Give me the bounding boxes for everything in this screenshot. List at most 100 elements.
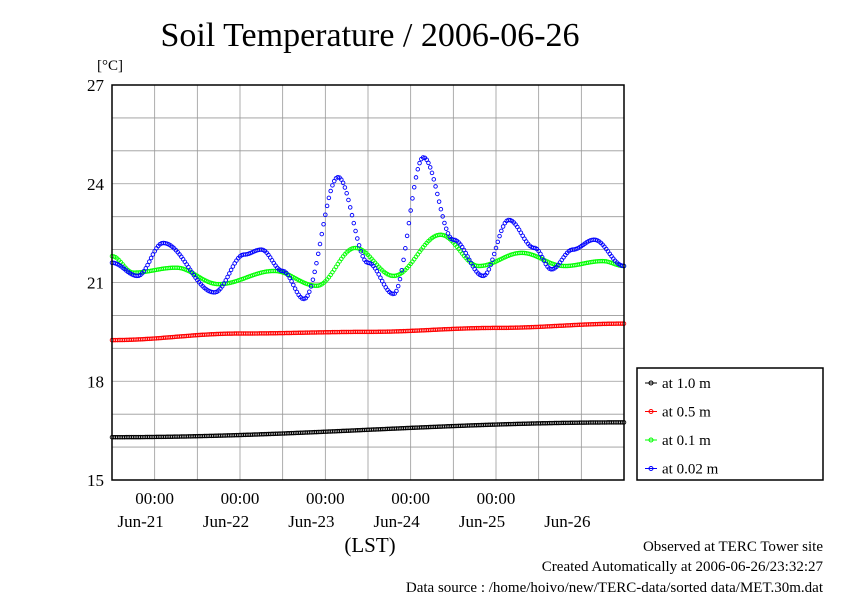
data-point (497, 233, 502, 239)
data-point (420, 155, 426, 160)
data-point (145, 262, 150, 268)
data-point (227, 271, 232, 276)
data-point (305, 293, 310, 298)
legend-items: at 1.0 m at 0.5 m at 0.1 m at 0.02 m (645, 376, 719, 478)
data-point (323, 212, 328, 218)
data-point (433, 184, 438, 189)
data-point (355, 236, 360, 241)
data-point (417, 160, 422, 166)
data-point (541, 258, 547, 263)
data-point (324, 203, 330, 209)
x-date-label: Jun-22 (203, 512, 249, 531)
data-point (394, 288, 399, 294)
legend-label: at 0.5 m (662, 405, 711, 421)
data-point (467, 257, 472, 263)
data-point (379, 278, 385, 284)
data-point (356, 243, 362, 248)
data-point (411, 184, 417, 190)
data-point (340, 180, 346, 186)
legend-swatch-marker (648, 409, 654, 414)
data-point (415, 167, 421, 172)
x-time-tick-label: 00:00 (221, 489, 260, 508)
data-point (406, 220, 412, 226)
data-point (493, 245, 499, 251)
data-point (424, 157, 429, 162)
plot-frame (111, 84, 625, 481)
data-point (445, 231, 451, 236)
data-point (315, 251, 321, 257)
data-point (399, 268, 405, 273)
data-point (351, 220, 357, 226)
data-point (291, 282, 296, 288)
data-point (326, 195, 332, 201)
data-point (500, 224, 506, 229)
data-point (289, 279, 294, 284)
data-point (539, 254, 545, 260)
data-point (344, 191, 349, 196)
data-point (499, 228, 504, 234)
x-time-tick-label: 00:00 (391, 489, 430, 508)
data-point (486, 267, 492, 272)
legend-swatch-marker (648, 437, 654, 443)
x-time-tick-label: 00:00 (135, 489, 174, 508)
data-point (365, 260, 371, 266)
data-point (312, 269, 317, 275)
data-point (228, 267, 234, 273)
x-axis-label: (LST) (344, 533, 395, 557)
data-point (307, 289, 312, 295)
footer-site: Observed at TERC Tower site (643, 539, 823, 555)
x-time-tick-label: 00:00 (306, 489, 345, 508)
data-point (147, 259, 152, 264)
data-point (426, 160, 431, 166)
series-layer (109, 155, 627, 440)
series-at-0-02-m (109, 155, 627, 302)
data-point (440, 214, 445, 219)
data-point (287, 275, 293, 281)
data-point (404, 233, 410, 239)
data-point (442, 220, 447, 226)
data-point (353, 228, 358, 234)
data-point (403, 246, 408, 251)
data-point (495, 239, 501, 245)
x-date-label: Jun-26 (544, 512, 590, 531)
data-point (408, 208, 413, 213)
legend-label: at 0.1 m (662, 433, 711, 449)
data-point (310, 277, 316, 282)
chart-title: Soil Temperature / 2006-06-26 (160, 17, 579, 54)
data-point (378, 275, 383, 280)
data-point (397, 276, 403, 282)
legend-label: at 0.02 m (662, 462, 719, 478)
y-tick-label: 24 (87, 175, 105, 194)
footer-created: Created Automatically at 2006-06-26/23:3… (542, 559, 824, 575)
legend-box (636, 367, 824, 481)
data-point (443, 226, 449, 231)
data-point (308, 284, 314, 289)
y-tick-label: 15 (87, 471, 104, 490)
axis-labels: 15 18 21 24 27 00:00 00:00 00:00 00:00 00:00 Jun-2… (87, 76, 590, 531)
data-point (346, 197, 351, 203)
data-point (358, 249, 364, 254)
data-point (438, 206, 444, 212)
series-at-0-5-m (109, 321, 627, 343)
x-date-label: Jun-21 (118, 512, 164, 531)
data-point (317, 241, 323, 247)
data-point (328, 188, 333, 194)
data-point (401, 257, 406, 263)
data-point (465, 254, 470, 259)
grid-lines (112, 85, 624, 480)
y-tick-label: 18 (87, 372, 104, 391)
data-point (488, 262, 493, 268)
data-point (319, 231, 325, 237)
x-date-label: Jun-25 (459, 512, 505, 531)
y-tick-label: 27 (87, 76, 105, 95)
data-point (148, 255, 154, 261)
data-point (490, 257, 495, 263)
data-point (410, 196, 415, 201)
data-point (431, 177, 437, 182)
data-point (395, 283, 401, 289)
data-point (413, 175, 419, 180)
data-point (435, 191, 440, 197)
data-point (347, 205, 353, 210)
footer-source: Data source : /home/hoivo/new/TERC-data/… (406, 580, 824, 595)
